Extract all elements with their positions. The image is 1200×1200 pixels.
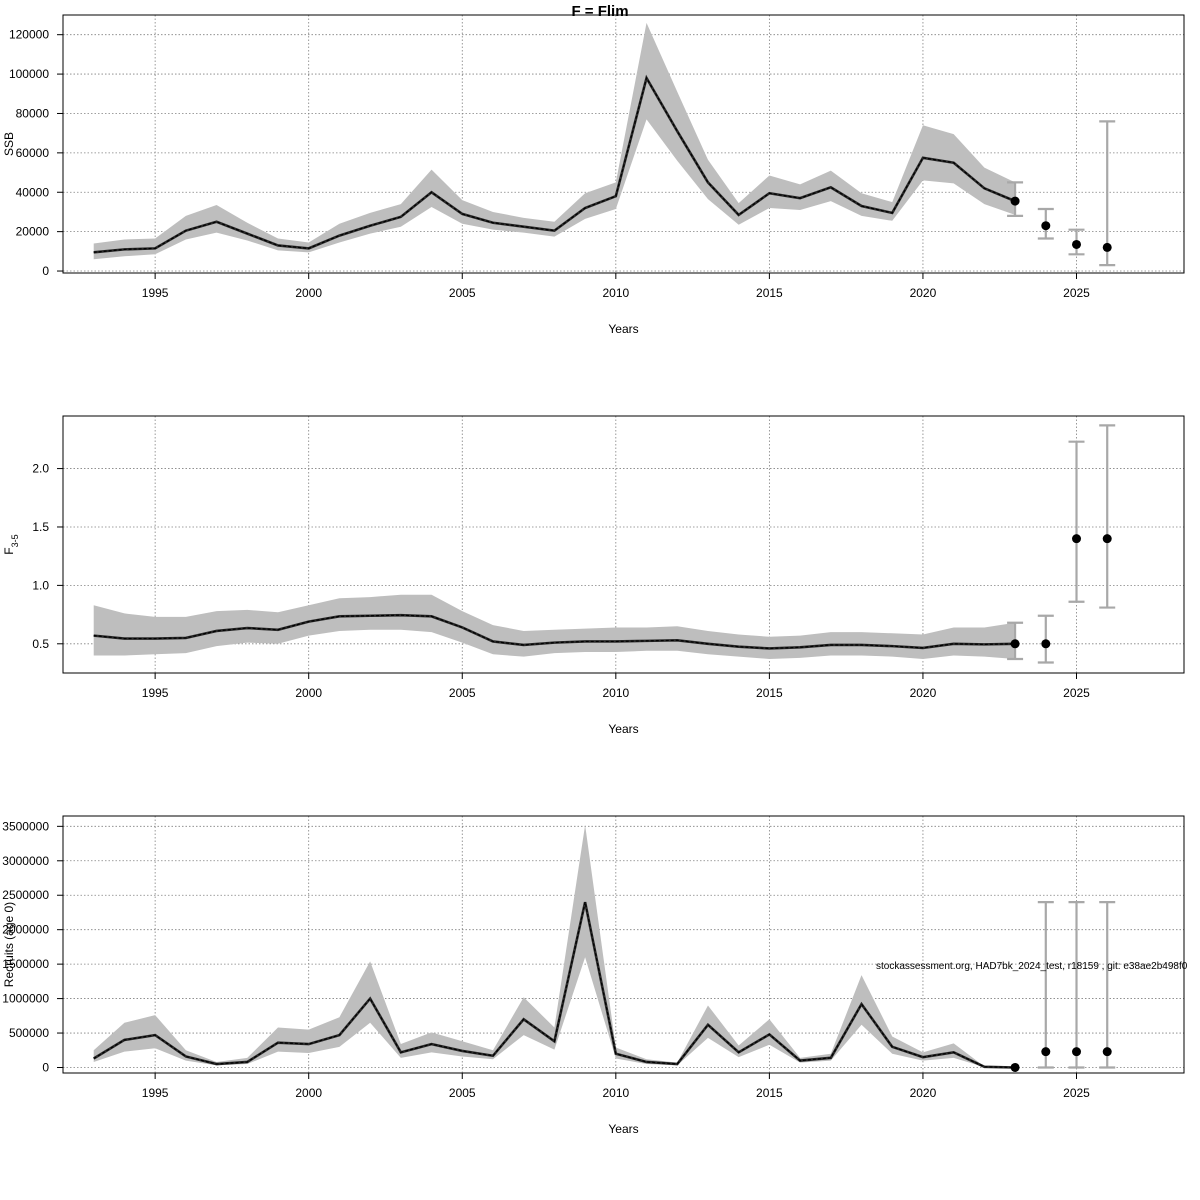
confidence-band bbox=[93, 594, 1016, 659]
y-tick-label: 1500000 bbox=[2, 957, 49, 971]
x-tick-label: 2000 bbox=[295, 286, 322, 300]
x-tick-label: 2020 bbox=[910, 1086, 937, 1100]
estimate-line bbox=[93, 901, 1016, 1069]
y-tick-label: 2500000 bbox=[2, 888, 49, 902]
x-axis-title: Years bbox=[608, 722, 638, 736]
y-tick-label: 0 bbox=[42, 264, 49, 278]
y-tick-label: 1000000 bbox=[2, 992, 49, 1006]
plot-frame bbox=[62, 14, 1185, 274]
y-tick-label: 0 bbox=[42, 1060, 49, 1074]
x-tick-label: 2025 bbox=[1063, 686, 1090, 700]
forecast-point bbox=[1102, 242, 1112, 252]
y-tick-label: 3000000 bbox=[2, 854, 49, 868]
y-tick-label: 3500000 bbox=[2, 819, 49, 833]
forecast-point bbox=[1072, 239, 1082, 249]
estimate-line-dotted bbox=[93, 76, 1016, 253]
forecast-point bbox=[1102, 1047, 1112, 1057]
y-axis-subscript: 3-5 bbox=[10, 534, 20, 547]
forecast-point bbox=[1102, 534, 1112, 544]
x-tick-label: 2005 bbox=[449, 286, 476, 300]
x-tick-label: 1995 bbox=[142, 686, 169, 700]
forecast-point bbox=[1041, 1047, 1051, 1057]
forecast-point bbox=[1072, 534, 1082, 544]
forecast-point bbox=[1041, 639, 1051, 649]
x-tick-label: 2015 bbox=[756, 286, 783, 300]
x-tick-label: 2025 bbox=[1063, 1086, 1090, 1100]
forecast-point bbox=[1010, 1062, 1020, 1072]
x-tick-label: 2020 bbox=[910, 286, 937, 300]
watermark-text: stockassessment.org, HAD7bk_2024_test, r… bbox=[876, 961, 1188, 972]
x-tick-label: 2020 bbox=[910, 686, 937, 700]
y-tick-label: 40000 bbox=[16, 185, 50, 199]
x-axis-title: Years bbox=[608, 322, 638, 336]
y-tick-label: 80000 bbox=[16, 106, 50, 120]
estimate-line-dotted bbox=[93, 614, 1016, 650]
y-tick-label: 1.0 bbox=[32, 578, 49, 592]
y-tick-label: 20000 bbox=[16, 225, 50, 239]
y-tick-label: 0.5 bbox=[32, 637, 49, 651]
x-tick-label: 2010 bbox=[602, 1086, 629, 1100]
plot-frame bbox=[62, 815, 1185, 1074]
y-tick-label: 60000 bbox=[16, 146, 50, 160]
forecast-point bbox=[1010, 639, 1020, 649]
y-tick-label: 500000 bbox=[9, 1026, 49, 1040]
x-tick-label: 2005 bbox=[449, 686, 476, 700]
x-tick-label: 2005 bbox=[449, 1086, 476, 1100]
y-tick-label: 2000000 bbox=[2, 923, 49, 937]
y-axis-title: Recruits (age 0) bbox=[2, 902, 16, 987]
y-tick-label: 120000 bbox=[9, 28, 49, 42]
forecast-point bbox=[1041, 221, 1051, 231]
recruits-panel: 1995 2000 2005 2010 2015 2020 2025 0 500000 10000… bbox=[2, 815, 1185, 1136]
page-title: F = Flim bbox=[571, 3, 628, 20]
forecast-point bbox=[1072, 1047, 1082, 1057]
x-tick-label: 2025 bbox=[1063, 286, 1090, 300]
x-tick-label: 2000 bbox=[295, 686, 322, 700]
x-tick-label: 2015 bbox=[756, 686, 783, 700]
x-tick-label: 2015 bbox=[756, 1086, 783, 1100]
y-tick-label: 1.5 bbox=[32, 520, 49, 534]
y-axis-title: F3-5 bbox=[2, 534, 20, 554]
x-tick-label: 2010 bbox=[602, 286, 629, 300]
y-tick-label: 2.0 bbox=[32, 462, 49, 476]
plot-frame bbox=[62, 415, 1185, 674]
confidence-band bbox=[93, 824, 1016, 1068]
x-tick-label: 2000 bbox=[295, 1086, 322, 1100]
estimate-line-dotted bbox=[93, 901, 1016, 1069]
x-tick-label: 2010 bbox=[602, 686, 629, 700]
y-tick-label: 100000 bbox=[9, 67, 49, 81]
x-tick-label: 1995 bbox=[142, 286, 169, 300]
x-tick-label: 1995 bbox=[142, 1086, 169, 1100]
fbar-panel: 1995 2000 2005 2010 2015 2020 2025 0.5 1.0 1.5 2.0… bbox=[2, 415, 1185, 736]
x-axis-title: Years bbox=[608, 1122, 638, 1136]
forecast-point bbox=[1010, 196, 1020, 206]
confidence-band bbox=[93, 22, 1016, 260]
ssb-panel: 1995 2000 2005 2010 2015 2020 2025 0 20000 40000 6… bbox=[2, 14, 1185, 336]
y-axis-title: SSB bbox=[2, 132, 16, 156]
